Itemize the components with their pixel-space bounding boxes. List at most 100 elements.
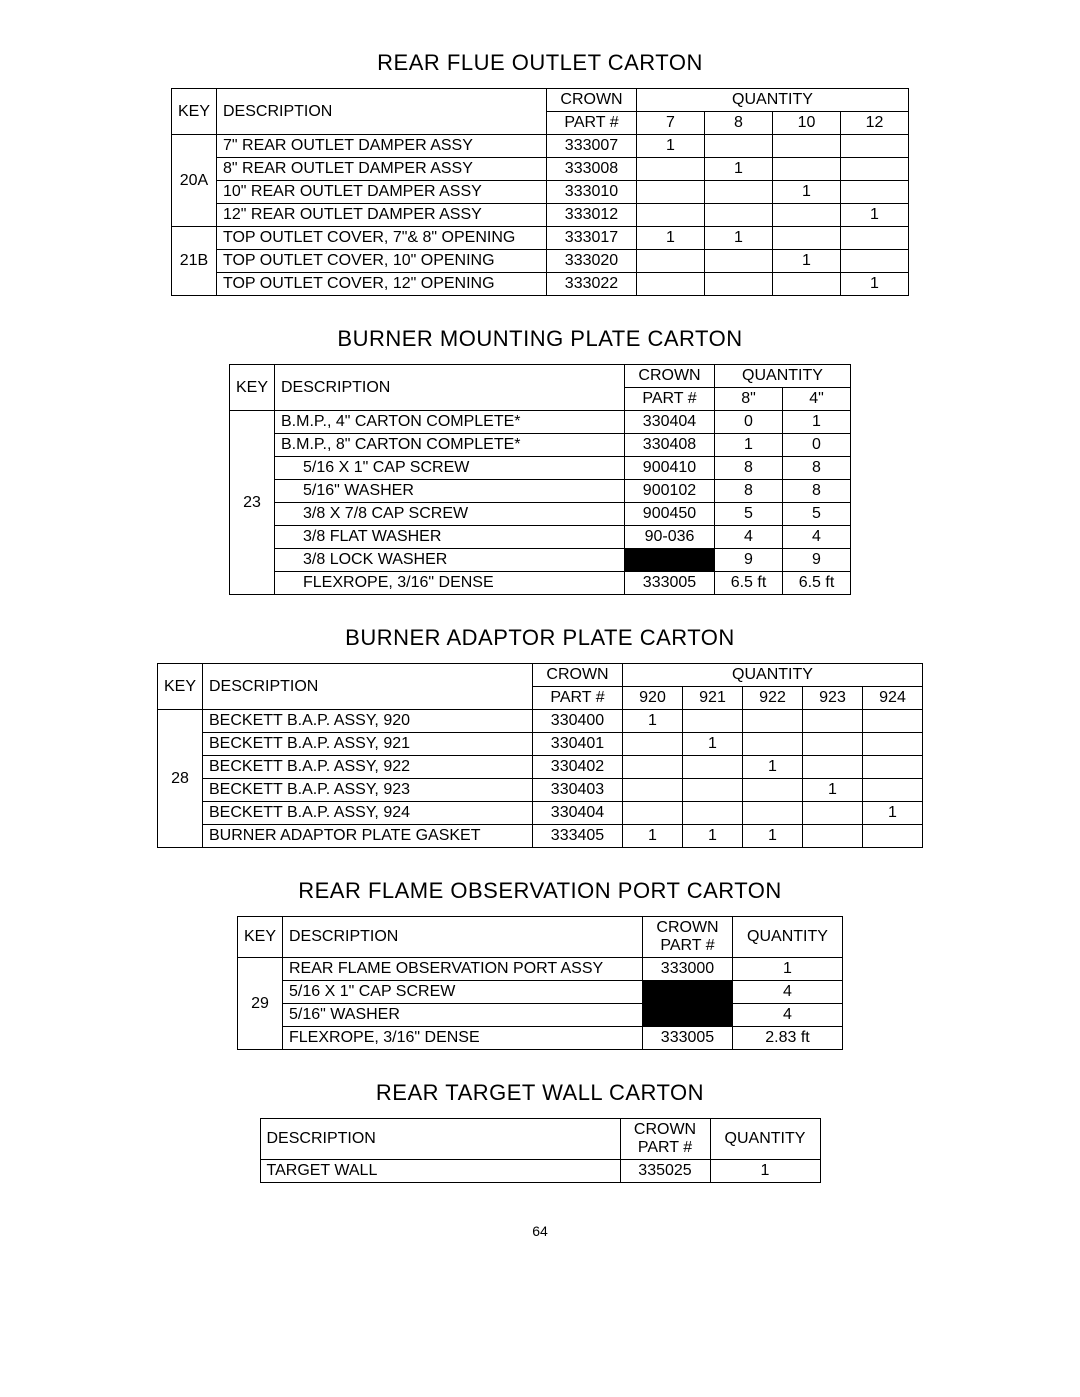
header-qty-col: 922 — [743, 687, 803, 710]
quantity-cell: 8 — [783, 457, 851, 480]
table-row: 12" REAR OUTLET DAMPER ASSY3330121 — [171, 204, 908, 227]
table-row: FLEXROPE, 3/16" DENSE3330052.83 ft — [237, 1027, 842, 1050]
header-quantity: QUANTITY — [710, 1119, 820, 1160]
quantity-cell — [623, 802, 683, 825]
parts-table: KEYDESCRIPTIONCROWNQUANTITYPART #9209219… — [157, 663, 923, 848]
quantity-cell: 1 — [733, 958, 843, 981]
description-cell: 12" REAR OUTLET DAMPER ASSY — [217, 204, 547, 227]
quantity-cell: 1 — [841, 273, 909, 296]
part-number-cell — [625, 549, 715, 572]
quantity-cell: 1 — [683, 825, 743, 848]
header-key: KEY — [157, 664, 202, 710]
table-row: 28BECKETT B.A.P. ASSY, 9203304001 — [157, 710, 922, 733]
quantity-cell — [705, 135, 773, 158]
part-number-cell: 330401 — [533, 733, 623, 756]
table-row: 5/16" WASHER4 — [237, 1004, 842, 1027]
table-row: TOP OUTLET COVER, 10" OPENING3330201 — [171, 250, 908, 273]
table-row: 3/8 X 7/8 CAP SCREW90045055 — [229, 503, 850, 526]
quantity-cell: 1 — [743, 825, 803, 848]
quantity-cell — [863, 756, 923, 779]
section-title: REAR TARGET WALL CARTON — [60, 1080, 1020, 1106]
description-cell: REAR FLAME OBSERVATION PORT ASSY — [283, 958, 643, 981]
table-row: 3/8 FLAT WASHER90-03644 — [229, 526, 850, 549]
table-row: 21BTOP OUTLET COVER, 7"& 8" OPENING33301… — [171, 227, 908, 250]
quantity-cell — [773, 135, 841, 158]
header-qty-col: 8 — [705, 112, 773, 135]
key-cell: 23 — [229, 411, 274, 595]
part-number-cell: 333017 — [547, 227, 637, 250]
part-number-cell: 900410 — [625, 457, 715, 480]
description-cell: 8" REAR OUTLET DAMPER ASSY — [217, 158, 547, 181]
header-description: DESCRIPTION — [217, 89, 547, 135]
part-number-cell — [643, 981, 733, 1004]
quantity-cell — [743, 779, 803, 802]
parts-table: KEYDESCRIPTIONCROWNQUANTITYPART #8"4"23B… — [229, 364, 851, 595]
part-number-cell: 333005 — [643, 1027, 733, 1050]
quantity-cell: 8 — [783, 480, 851, 503]
description-cell: BURNER ADAPTOR PLATE GASKET — [203, 825, 533, 848]
quantity-cell — [773, 273, 841, 296]
quantity-cell — [637, 204, 705, 227]
quantity-cell: 1 — [783, 411, 851, 434]
description-cell: TOP OUTLET COVER, 12" OPENING — [217, 273, 547, 296]
quantity-cell: 1 — [773, 181, 841, 204]
parts-table: KEYDESCRIPTIONCROWNQUANTITYPART #7810122… — [171, 88, 909, 296]
quantity-cell — [637, 273, 705, 296]
table-row: BECKETT B.A.P. ASSY, 9213304011 — [157, 733, 922, 756]
header-qty-col: 10 — [773, 112, 841, 135]
description-cell: TARGET WALL — [260, 1160, 620, 1183]
quantity-cell — [637, 250, 705, 273]
header-crown-part: CROWN — [625, 365, 715, 388]
description-cell: B.M.P., 4" CARTON COMPLETE* — [275, 411, 625, 434]
part-number-cell: 330404 — [625, 411, 715, 434]
header-quantity: QUANTITY — [623, 664, 923, 687]
description-cell: 3/8 X 7/8 CAP SCREW — [275, 503, 625, 526]
quantity-cell — [623, 733, 683, 756]
quantity-cell — [743, 802, 803, 825]
quantity-cell — [863, 825, 923, 848]
part-number-cell: 90-036 — [625, 526, 715, 549]
table-row: 29REAR FLAME OBSERVATION PORT ASSY333000… — [237, 958, 842, 981]
header-qty-col: 8" — [715, 388, 783, 411]
part-number-cell: 333010 — [547, 181, 637, 204]
description-cell: BECKETT B.A.P. ASSY, 921 — [203, 733, 533, 756]
quantity-cell — [841, 158, 909, 181]
header-qty-col: 920 — [623, 687, 683, 710]
quantity-cell: 1 — [773, 250, 841, 273]
header-qty-col: 4" — [783, 388, 851, 411]
description-cell: FLEXROPE, 3/16" DENSE — [283, 1027, 643, 1050]
quantity-cell — [705, 204, 773, 227]
quantity-cell — [705, 250, 773, 273]
quantity-cell — [803, 802, 863, 825]
table-row: BURNER ADAPTOR PLATE GASKET333405111 — [157, 825, 922, 848]
parts-table: DESCRIPTIONCROWNPART #QUANTITYTARGET WAL… — [260, 1118, 821, 1183]
quantity-cell — [863, 710, 923, 733]
description-cell: BECKETT B.A.P. ASSY, 923 — [203, 779, 533, 802]
key-cell: 20A — [171, 135, 216, 227]
quantity-cell: 1 — [705, 158, 773, 181]
header-quantity: QUANTITY — [637, 89, 909, 112]
table-row: 5/16" WASHER90010288 — [229, 480, 850, 503]
table-row: TARGET WALL3350251 — [260, 1160, 820, 1183]
quantity-cell — [743, 710, 803, 733]
header-qty-col: 7 — [637, 112, 705, 135]
description-cell: 5/16 X 1" CAP SCREW — [275, 457, 625, 480]
quantity-cell — [623, 756, 683, 779]
part-number-cell: 900102 — [625, 480, 715, 503]
table-row: B.M.P., 8" CARTON COMPLETE*33040810 — [229, 434, 850, 457]
header-qty-col: 924 — [863, 687, 923, 710]
table-row: 5/16 X 1" CAP SCREW4 — [237, 981, 842, 1004]
header-key: KEY — [229, 365, 274, 411]
part-number-cell: 333005 — [625, 572, 715, 595]
table-row: 3/8 LOCK WASHER99 — [229, 549, 850, 572]
quantity-cell: 5 — [715, 503, 783, 526]
quantity-cell: 1 — [863, 802, 923, 825]
header-key: KEY — [237, 917, 282, 958]
quantity-cell — [705, 273, 773, 296]
part-number-cell: 330400 — [533, 710, 623, 733]
quantity-cell — [841, 135, 909, 158]
quantity-cell: 1 — [623, 825, 683, 848]
description-cell: BECKETT B.A.P. ASSY, 920 — [203, 710, 533, 733]
quantity-cell: 2.83 ft — [733, 1027, 843, 1050]
table-row: TOP OUTLET COVER, 12" OPENING3330221 — [171, 273, 908, 296]
